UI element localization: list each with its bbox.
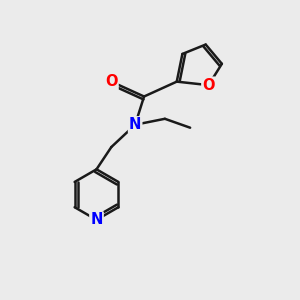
Text: N: N — [90, 212, 103, 227]
Text: O: O — [202, 78, 215, 93]
Text: O: O — [105, 74, 118, 89]
Text: N: N — [129, 117, 141, 132]
